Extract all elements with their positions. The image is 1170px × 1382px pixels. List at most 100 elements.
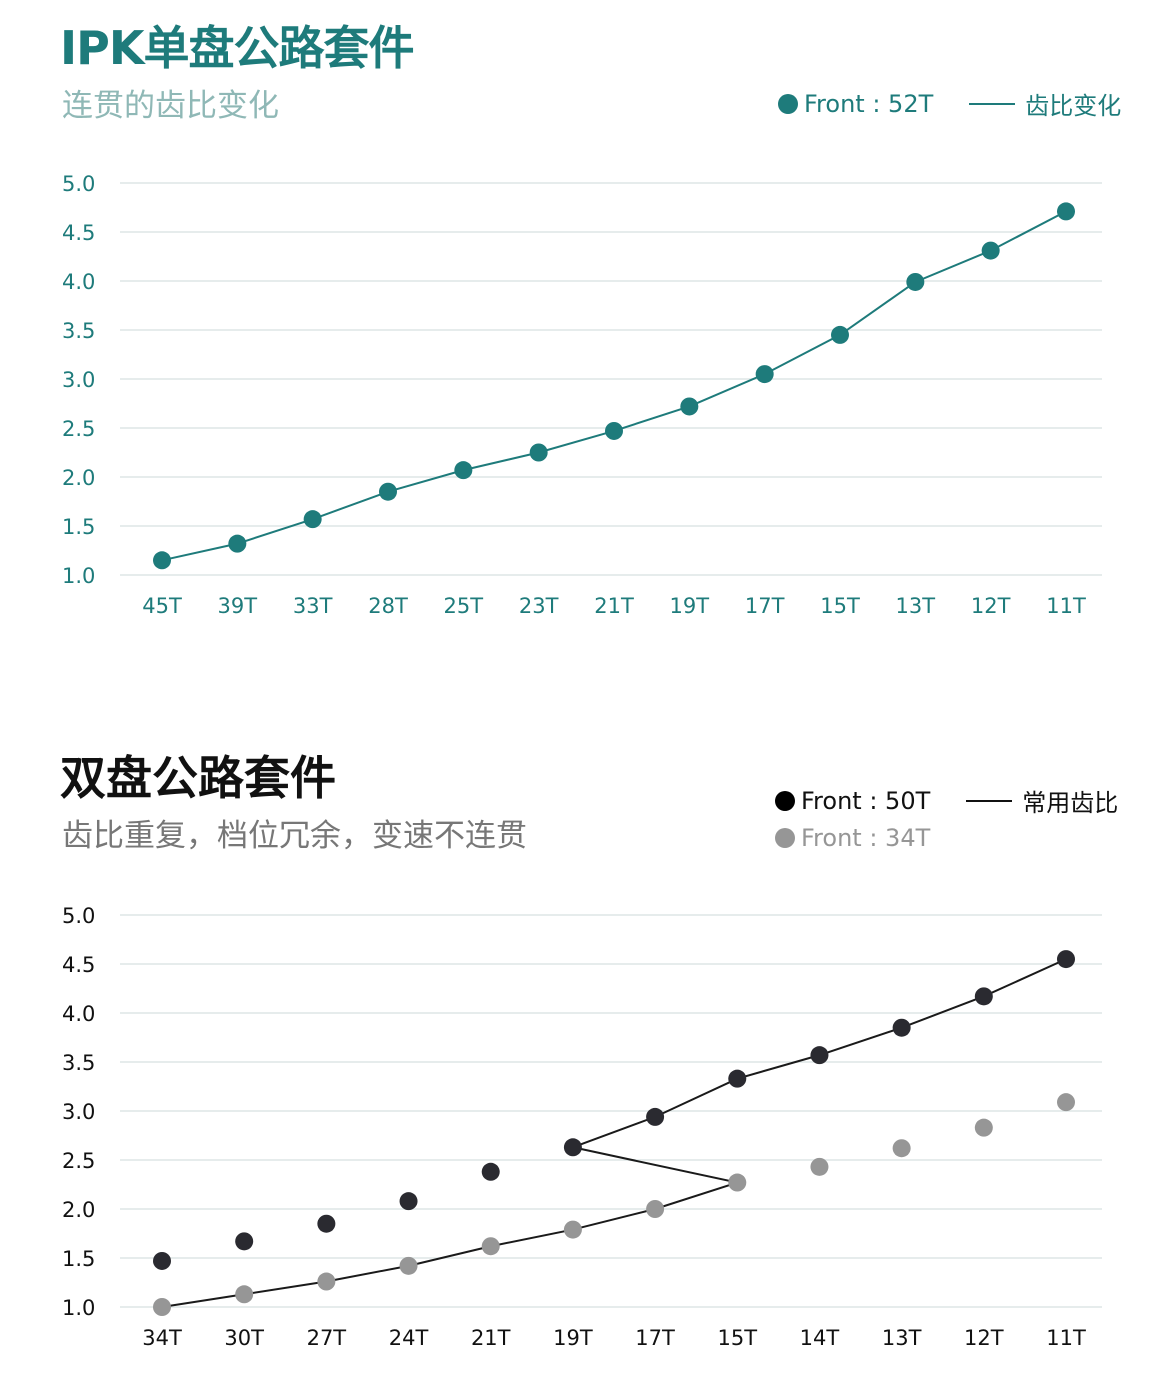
chart1-plot: 5.0 4.5 4.0 3.5 3.0 2.5 2.0 1.5 1.0 45T 39T 33T 28T 2…: [62, 172, 1102, 618]
chart2-legend-dark: Front : 50T 常用齿比: [775, 783, 1118, 818]
data-point-50t: [646, 1107, 665, 1126]
data-point-34t: [317, 1272, 336, 1291]
legend-line-icon: [969, 102, 1016, 105]
data-point-34t: [481, 1237, 500, 1256]
data-point: [605, 421, 623, 440]
data-point: [228, 534, 247, 553]
legend-gray-dot-icon: [775, 828, 795, 848]
data-point-34t: [153, 1298, 171, 1316]
x-tick-label: 24T: [389, 1326, 429, 1350]
legend-line-label: 常用齿比: [1022, 789, 1119, 817]
x-tick-label: 11T: [1046, 1326, 1086, 1350]
x-tick-label: 12T: [971, 594, 1011, 618]
data-point-34t: [810, 1157, 829, 1176]
x-tick-label: 13T: [896, 594, 936, 618]
data-point: [680, 397, 699, 416]
data-point-50t: [481, 1162, 500, 1181]
y-tick-label: 3.5: [62, 1051, 95, 1075]
y-tick-label: 2.0: [62, 1198, 95, 1222]
data-point-34t: [1057, 1093, 1075, 1112]
data-point: [981, 241, 1000, 260]
x-tick-label: 30T: [224, 1326, 264, 1350]
data-point: [755, 365, 774, 384]
chart2-title: 双盘公路套件: [60, 751, 336, 805]
data-point: [379, 482, 397, 501]
data-point-50t: [235, 1232, 254, 1251]
x-tick-label: 13T: [882, 1326, 922, 1350]
y-tick-label: 4.0: [62, 270, 95, 294]
data-point: [153, 551, 171, 570]
y-tick-label: 4.5: [62, 221, 95, 245]
chart1-subtitle: 连贯的齿比变化: [62, 88, 279, 124]
y-tick-label: 1.5: [62, 515, 95, 539]
legend-dark-dot-icon: [775, 790, 795, 811]
data-point: [1057, 202, 1075, 221]
y-tick-label: 1.5: [62, 1247, 95, 1271]
data-point-34t: [892, 1139, 911, 1158]
x-tick-label: 25T: [444, 594, 484, 618]
legend-dark-label: Front : 50T: [801, 786, 931, 815]
data-point-50t: [1057, 950, 1075, 969]
x-tick-label: 19T: [553, 1326, 593, 1350]
y-tick-label: 4.0: [62, 1002, 95, 1026]
x-tick-label: 15T: [717, 1326, 757, 1350]
data-point: [454, 461, 473, 480]
x-tick-label: 27T: [307, 1326, 347, 1350]
x-tick-label: 28T: [368, 594, 408, 618]
data-point: [529, 443, 548, 462]
data-point-50t: [810, 1046, 829, 1065]
x-tick-label: 21T: [594, 594, 634, 618]
x-tick-label: 21T: [471, 1326, 511, 1350]
x-tick-label: 45T: [142, 594, 182, 618]
x-tick-label: 14T: [800, 1326, 840, 1350]
x-tick-label: 17T: [635, 1326, 675, 1350]
legend-line-label: 齿比变化: [1025, 92, 1122, 120]
x-tick-label: 19T: [670, 594, 710, 618]
y-tick-label: 2.0: [62, 466, 95, 490]
data-point: [906, 272, 925, 291]
common-ratio-line: [161, 958, 1067, 1308]
data-point-50t: [892, 1018, 911, 1037]
chart1-title: IPK单盘公路套件: [60, 21, 414, 75]
data-point-34t: [399, 1256, 418, 1275]
data-point-50t: [317, 1214, 336, 1233]
y-tick-label: 2.5: [62, 1149, 95, 1173]
y-tick-label: 4.5: [62, 953, 95, 977]
legend-gray-label: Front : 34T: [801, 824, 931, 852]
data-point-50t: [728, 1069, 747, 1088]
data-point-34t: [235, 1285, 254, 1304]
y-tick-label: 2.5: [62, 417, 95, 441]
x-tick-label: 34T: [142, 1326, 182, 1350]
data-point: [303, 510, 322, 529]
y-tick-label: 1.0: [62, 1296, 95, 1320]
y-tick-label: 3.0: [62, 1100, 95, 1124]
data-point-34t: [728, 1173, 747, 1192]
x-tick-label: 12T: [964, 1326, 1004, 1350]
data-point-50t: [153, 1251, 171, 1270]
data-point-50t: [399, 1192, 418, 1211]
data-point-34t: [563, 1220, 582, 1239]
x-tick-label: 39T: [218, 594, 258, 618]
chart2-legend-gray: Front : 34T: [775, 824, 930, 852]
y-tick-label: 3.5: [62, 319, 95, 343]
data-point-50t: [974, 987, 993, 1006]
data-point-50t: [563, 1138, 582, 1157]
legend-dot-icon: [778, 93, 798, 114]
legend-series-label: Front : 52T: [804, 89, 934, 118]
x-tick-label: 15T: [820, 594, 860, 618]
x-tick-label: 17T: [745, 594, 785, 618]
x-tick-label: 33T: [293, 594, 333, 618]
data-point: [831, 325, 849, 344]
chart2-subtitle: 齿比重复，档位冗余，变速不连贯: [62, 818, 527, 854]
y-tick-label: 5.0: [62, 904, 95, 928]
y-tick-label: 1.0: [62, 564, 95, 588]
data-point-34t: [974, 1118, 993, 1137]
y-tick-label: 5.0: [62, 172, 95, 196]
chart1-legend: Front : 52T 齿比变化: [778, 86, 1121, 121]
data-point-34t: [646, 1200, 665, 1218]
legend-line-icon: [966, 799, 1013, 802]
x-tick-label: 11T: [1046, 594, 1086, 618]
x-tick-label: 23T: [519, 594, 559, 618]
y-tick-label: 3.0: [62, 368, 95, 392]
